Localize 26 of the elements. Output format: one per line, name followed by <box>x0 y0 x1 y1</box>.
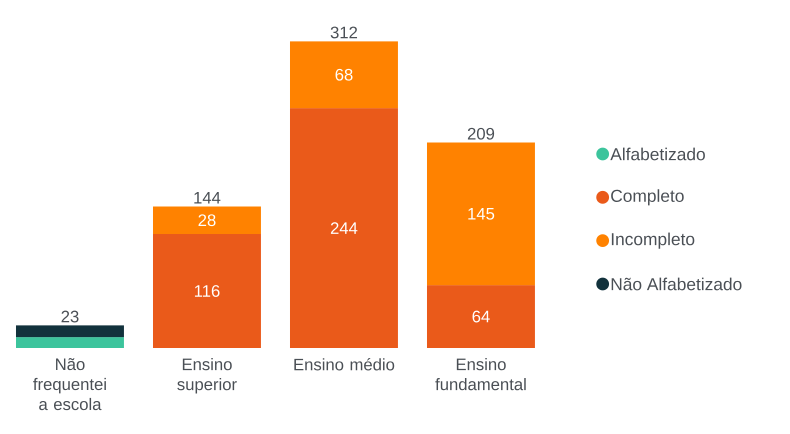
data-label: 145 <box>468 208 494 220</box>
bar <box>426 285 535 348</box>
data-label: 68 <box>336 68 353 81</box>
total-label: 209 <box>468 128 494 140</box>
x-tick-label: Ensino fundamental <box>435 358 526 390</box>
bar <box>152 234 261 348</box>
bar <box>152 206 261 234</box>
legend-label: Completo <box>611 189 684 206</box>
x-tick-label: Não frequentei a escola <box>33 358 106 410</box>
data-label: 116 <box>194 285 220 297</box>
legend-label: Não Alfabetizado <box>612 278 742 290</box>
total-label: 144 <box>194 192 220 204</box>
bar <box>16 337 124 348</box>
bar <box>16 325 124 338</box>
bar <box>290 41 398 108</box>
legend-label: Incompleto <box>612 232 694 249</box>
legend-label: Alfabetizado <box>610 148 705 160</box>
data-label: 28 <box>198 214 216 226</box>
x-tick-label: Ensino superior <box>177 358 237 394</box>
total-label: 312 <box>330 26 358 38</box>
bar <box>426 142 535 286</box>
x-tick-label: Ensino médio <box>294 358 394 370</box>
data-label: 64 <box>472 310 490 322</box>
bar <box>290 108 398 348</box>
total-label: 23 <box>62 310 78 322</box>
data-label: 244 <box>330 222 358 234</box>
